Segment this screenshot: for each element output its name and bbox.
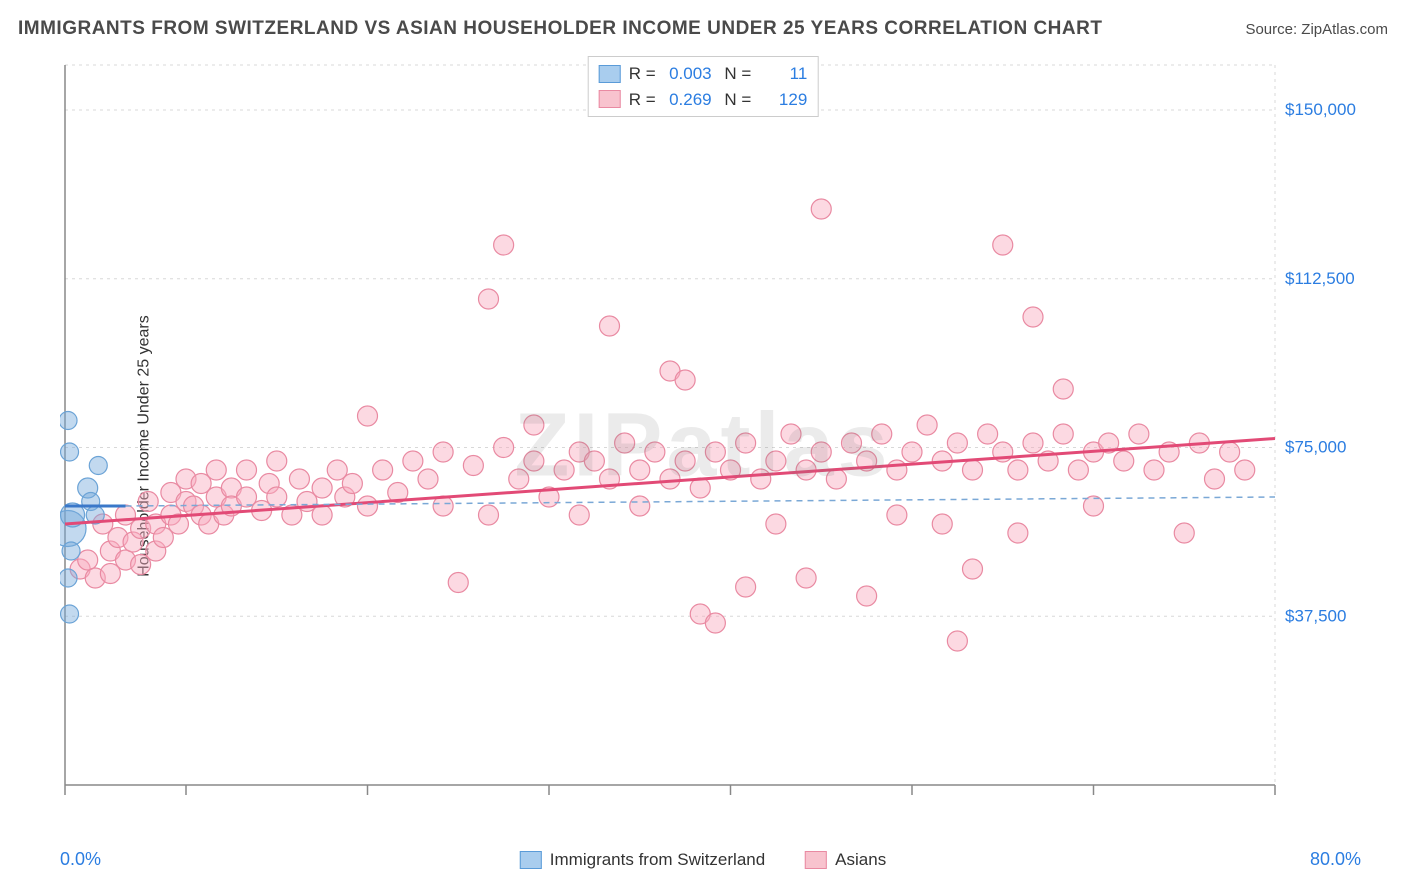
legend-label: Immigrants from Switzerland [550,850,765,870]
svg-text:$112,500: $112,500 [1285,269,1355,288]
svg-text:$150,000: $150,000 [1285,100,1356,119]
swatch-icon [805,851,827,869]
x-axis-min-label: 0.0% [60,849,101,870]
stat-n-value: 129 [759,87,807,113]
stats-row: R = 0.269 N = 129 [599,87,808,113]
legend-item: Asians [805,850,886,870]
svg-text:$75,000: $75,000 [1285,438,1346,457]
legend-bottom: Immigrants from Switzerland Asians [520,850,886,870]
chart-title: IMMIGRANTS FROM SWITZERLAND VS ASIAN HOU… [18,18,1102,40]
stat-label: N = [720,61,752,87]
source-label: Source: ZipAtlas.com [1245,21,1388,38]
stat-r-value: 0.269 [664,87,712,113]
svg-text:$37,500: $37,500 [1285,606,1346,625]
legend-item: Immigrants from Switzerland [520,850,765,870]
x-axis-max-label: 80.0% [1310,849,1361,870]
scatter-plot-svg: $37,500 $75,000 $112,500 $150,000 [60,55,1360,815]
legend-label: Asians [835,850,886,870]
stats-row: R = 0.003 N = 11 [599,61,808,87]
stat-n-value: 11 [759,61,807,87]
stats-legend-box: R = 0.003 N = 11 R = 0.269 N = 129 [588,56,819,117]
swatch-icon [520,851,542,869]
stat-label: R = [629,87,656,113]
swatch-icon [599,65,621,83]
stat-r-value: 0.003 [664,61,712,87]
stat-label: R = [629,61,656,87]
stat-label: N = [720,87,752,113]
chart-area: $37,500 $75,000 $112,500 $150,000 [60,55,1360,815]
swatch-icon [599,90,621,108]
